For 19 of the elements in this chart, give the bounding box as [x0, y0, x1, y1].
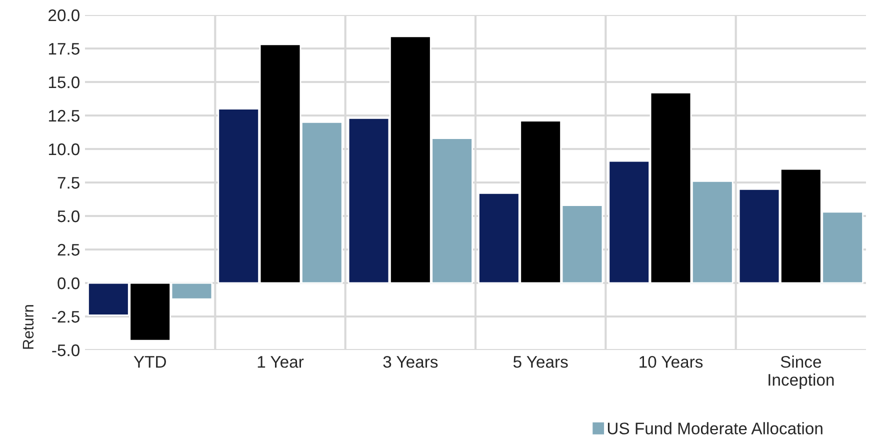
- y-tick-label: 7.5: [58, 177, 80, 189]
- x-tick-label: 1 Year: [258, 356, 304, 368]
- y-axis-title: Return: [22, 305, 34, 349]
- x-tick-label: YTD: [134, 356, 166, 368]
- y-tick-label: 15.0: [48, 76, 80, 88]
- y-tick-label: 20.0: [48, 9, 80, 22]
- y-tick-label: 17.5: [48, 43, 80, 55]
- y-tick-label: 5.0: [58, 210, 80, 222]
- y-tick-label: -5.0: [52, 344, 80, 356]
- y-tick-label: -2.5: [52, 310, 80, 323]
- y-tick-label: 10.0: [48, 143, 80, 156]
- x-tick-label: Since Inception: [768, 356, 834, 390]
- y-tick-label: 12.5: [48, 110, 80, 122]
- x-tick-label: 10 Years: [640, 356, 703, 368]
- legend-label: US Fund Moderate Allocation: [608, 422, 822, 434]
- x-tick-label: 3 Years: [383, 356, 438, 368]
- y-tick-label: 0.0: [58, 277, 80, 290]
- y-tick-label: 2.5: [58, 244, 80, 256]
- x-tick-label: 5 Years: [513, 356, 568, 368]
